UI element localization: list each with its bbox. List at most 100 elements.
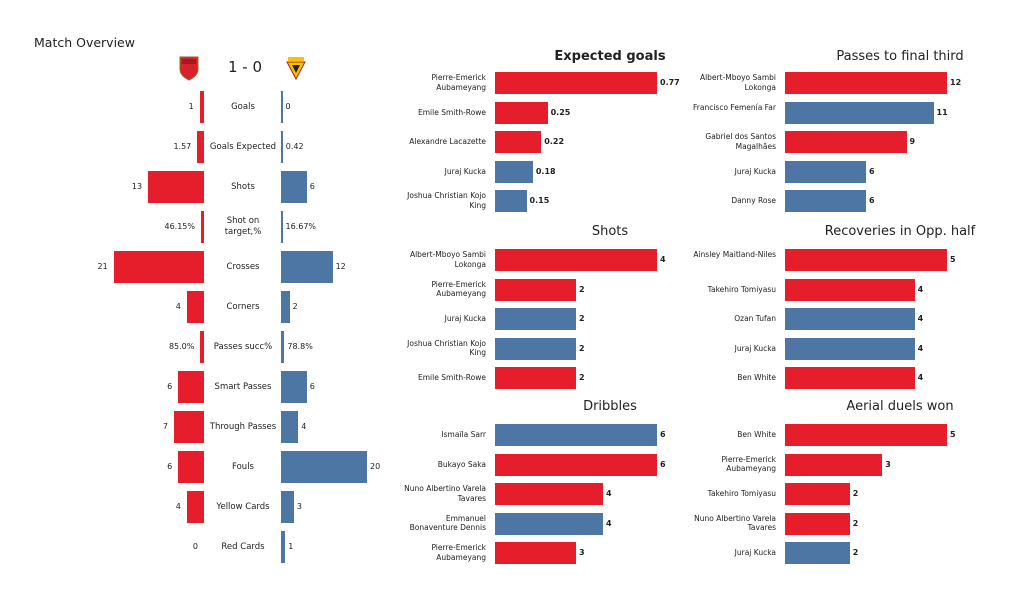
player-bar	[785, 278, 915, 301]
player-bar	[785, 160, 866, 183]
player-bar	[785, 72, 947, 94]
chart-title: Dribbles	[583, 399, 637, 414]
player-label: Pierre-Emerick Aubameyang	[431, 279, 486, 299]
player-bar	[785, 367, 915, 389]
player-bar	[495, 453, 657, 476]
away-value: 6	[309, 382, 315, 391]
chart-title: Shots	[591, 224, 629, 239]
value-label: 4	[606, 489, 612, 498]
player-label: Joshua Christian Kojo King	[407, 338, 486, 358]
player-bar	[785, 249, 947, 271]
value-label: 2	[579, 343, 585, 353]
player-bar	[495, 190, 527, 212]
player-label: Danny Rose	[731, 196, 776, 205]
home-bar	[197, 131, 204, 163]
value-label: 4	[917, 373, 924, 382]
away-bar	[281, 531, 286, 563]
away-bar	[281, 251, 333, 283]
player-label: Nuno Albertino Varela Tavares	[404, 484, 486, 503]
value-label: 12	[950, 78, 962, 87]
player-label: Juraj Kucka	[734, 548, 776, 557]
home-value: 85.0%	[168, 342, 195, 351]
home-bar	[178, 371, 204, 403]
player-label: Ismaïla Sarr	[441, 430, 486, 439]
player-label: Francisco Femenía Far	[693, 102, 776, 112]
away-bar	[281, 171, 307, 203]
player-bar	[495, 160, 533, 183]
stat-label: Goals	[231, 101, 255, 112]
value-label: 6	[660, 459, 666, 469]
stat-label: Smart Passes	[214, 381, 272, 392]
stat-label: Corners	[226, 301, 260, 312]
player-bar	[495, 424, 657, 446]
score: 1 - 0	[228, 58, 263, 76]
value-label: 11	[936, 107, 948, 117]
value-label: 3	[579, 548, 585, 557]
stat-label: Yellow Cards	[216, 501, 270, 512]
away-value: 0.42	[285, 142, 304, 151]
player-label: Nuno Albertino Varela Tavares	[694, 513, 776, 533]
stat-label: Shots	[231, 181, 255, 192]
value-label: 5	[950, 255, 956, 264]
chart-title: Aerial duels won	[846, 399, 954, 414]
home-value: 6	[167, 462, 173, 471]
stat-label: Fouls	[232, 461, 254, 472]
player-label: Ainsley Maitland-Niles	[693, 250, 776, 259]
value-label: 4	[606, 518, 612, 528]
away-value: 3	[296, 502, 302, 511]
value-label: 0.22	[544, 137, 565, 146]
player-label: Joshua Christian Kojo King	[407, 191, 486, 210]
value-label: 2	[852, 518, 859, 528]
player-label: Emile Smith-Rowe	[418, 107, 486, 117]
player-bar	[785, 190, 866, 212]
chart-title: Passes to final third	[836, 49, 964, 64]
value-label: 6	[869, 196, 875, 205]
player-label: Pierre-Emerick Aubameyang	[721, 454, 776, 474]
away-value: 1	[288, 542, 294, 551]
home-value: 46.15%	[164, 222, 195, 231]
home-value: 7	[162, 422, 168, 431]
stat-label: Red Cards	[221, 541, 265, 552]
stat-label: Through Passes	[209, 421, 277, 432]
player-bar	[785, 337, 915, 360]
away-bar	[281, 331, 285, 363]
away-value: 16.67%	[285, 222, 317, 231]
value-label: 0.77	[660, 78, 680, 87]
player-label: Bukayo Saka	[437, 459, 486, 469]
player-label: Ozan Tufan	[734, 314, 776, 323]
stat-label: Crosses	[226, 261, 260, 272]
stat-label: Goals Expected	[209, 141, 277, 152]
away-bar	[281, 291, 290, 323]
value-label: 6	[660, 430, 666, 439]
player-label: Juraj Kucka	[444, 314, 486, 323]
page-title: Match Overview	[34, 35, 135, 50]
home-bar	[186, 491, 204, 523]
value-label: 4	[660, 255, 666, 264]
player-label: Emile Smith-Rowe	[418, 373, 486, 382]
home-value: 1.57	[173, 142, 192, 151]
value-label: 2	[852, 489, 859, 498]
player-label: Ben White	[737, 430, 776, 439]
value-label: 5	[950, 430, 956, 439]
player-label: Juraj Kucka	[734, 166, 776, 176]
player-label: Juraj Kucka	[444, 166, 486, 176]
away-bar	[281, 211, 283, 243]
home-bar	[178, 451, 204, 483]
home-bar	[173, 411, 204, 443]
player-bar	[785, 512, 850, 535]
value-label: 2	[579, 314, 585, 323]
value-label: 2	[579, 284, 585, 294]
player-label: Albert-Mboyo Sambi Lokonga	[409, 250, 486, 269]
chart-title: Recoveries in Opp. half	[824, 224, 976, 239]
home-value: 13	[131, 182, 143, 191]
away-bar	[281, 131, 283, 163]
value-label: 4	[917, 314, 924, 323]
player-label: Takehiro Tomiyasu	[707, 489, 776, 498]
value-label: 6	[869, 166, 875, 176]
player-label: Pierre-Emerick Aubameyang	[431, 543, 486, 562]
player-label: Ben White	[737, 373, 776, 382]
home-bar	[199, 91, 204, 123]
player-bar	[495, 337, 576, 360]
value-label: 0.18	[535, 166, 556, 176]
away-bar	[281, 491, 294, 523]
